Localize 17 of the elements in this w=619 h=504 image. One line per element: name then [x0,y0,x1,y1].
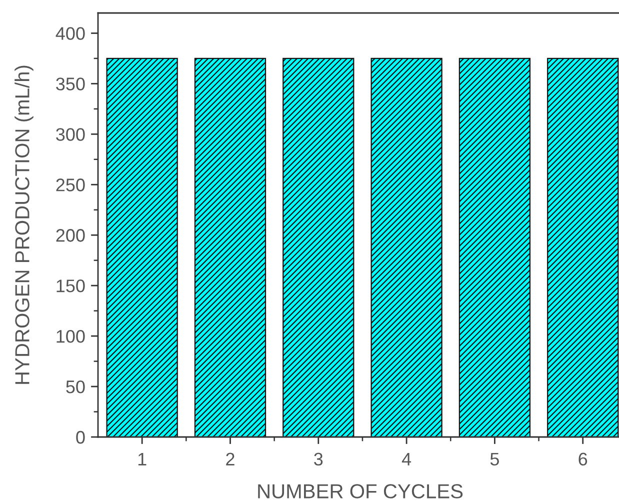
y-tick-label: 200 [56,229,85,242]
y-axis-title: HYDROGEN PRODUCTION (mL/h) [14,66,34,384]
y-tick-label: 150 [56,280,85,292]
y-tick-label: 300 [56,128,85,141]
y-tick-label: 350 [56,78,85,90]
x-tick-label: 1 [138,452,146,466]
x-tick-label: 4 [402,452,412,466]
y-tick-label: 250 [56,178,85,192]
x-tick-label: 6 [578,452,588,466]
y-tick-label: 50 [66,380,85,394]
x-tick-label: 2 [226,452,234,466]
x-axis-title: NUMBER OF CYCLES [258,484,463,498]
y-tick-label: 100 [56,330,85,343]
x-tick-label: 5 [490,452,499,466]
x-tick-label: 3 [314,452,323,466]
y-tick-label: 400 [56,27,85,40]
y-tick-label: 0 [76,430,85,444]
